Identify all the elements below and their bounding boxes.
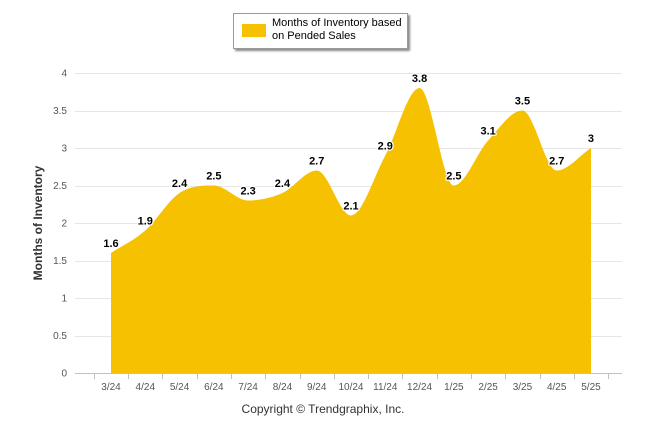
x-tick-label: 5/25	[581, 382, 601, 393]
data-label: 3.8	[412, 73, 427, 85]
x-tick-label: 1/25	[444, 382, 464, 393]
data-label: 2.7	[549, 156, 564, 168]
y-tick-label: 2	[61, 219, 67, 230]
x-tick-label: 3/25	[513, 382, 533, 393]
y-tick-label: 3.5	[53, 106, 67, 117]
y-tick-label: 4	[61, 69, 67, 80]
series-area	[111, 88, 591, 373]
y-tick-label: 0	[61, 369, 67, 380]
data-label: 3.5	[515, 96, 530, 108]
x-axis-ticks	[94, 373, 609, 379]
data-label: 2.1	[343, 201, 358, 213]
data-label: 2.3	[240, 186, 255, 198]
legend-label: Months of Inventory based on Pended Sale…	[272, 17, 402, 42]
data-label: 2.7	[309, 156, 324, 168]
y-tick-label: 0.5	[53, 331, 67, 342]
copyright-footer: Copyright © Trendgraphix, Inc.	[241, 402, 405, 416]
x-tick-label: 11/24	[373, 382, 398, 393]
legend: Months of Inventory based on Pended Sale…	[233, 13, 408, 49]
data-label: 2.4	[172, 178, 188, 190]
data-label: 2.4	[275, 178, 291, 190]
x-tick-label: 3/24	[101, 382, 121, 393]
data-label: 3	[588, 133, 594, 145]
data-label: 3.1	[480, 126, 495, 138]
data-label: 2.5	[206, 171, 221, 183]
data-label: 1.9	[138, 216, 153, 228]
data-label: 1.6	[103, 238, 118, 250]
y-axis-title: Months of Inventory	[31, 165, 45, 280]
y-tick-label: 3	[61, 144, 67, 155]
data-label: 2.9	[378, 141, 393, 153]
y-tick-label: 2.5	[53, 181, 67, 192]
x-tick-label: 4/24	[136, 382, 156, 393]
x-tick-label: 7/24	[238, 382, 258, 393]
x-tick-label: 5/24	[170, 382, 190, 393]
data-label: 2.5	[446, 171, 461, 183]
y-tick-label: 1	[61, 294, 67, 305]
x-tick-label: 8/24	[273, 382, 293, 393]
y-axis-tick-labels: 0 0.5 1 1.5 2 2.5 3 3.5 4	[53, 69, 67, 380]
x-tick-label: 2/25	[478, 382, 498, 393]
legend-swatch	[242, 24, 266, 37]
x-tick-label: 4/25	[547, 382, 567, 393]
x-tick-label: 6/24	[204, 382, 224, 393]
data-labels: 1.6 1.9 2.4 2.5 2.3 2.4 2.7 2.1 2.9 3.8 2.5 3.1 3.5 2…	[102, 72, 595, 252]
x-tick-label: 9/24	[307, 382, 327, 393]
x-tick-label: 12/24	[407, 382, 432, 393]
y-tick-label: 1.5	[53, 256, 67, 267]
x-axis-tick-labels: 3/24 4/24 5/24 6/24 7/24 8/24 9/24 10/24 11/24 12…	[101, 382, 601, 393]
x-tick-label: 10/24	[338, 382, 363, 393]
